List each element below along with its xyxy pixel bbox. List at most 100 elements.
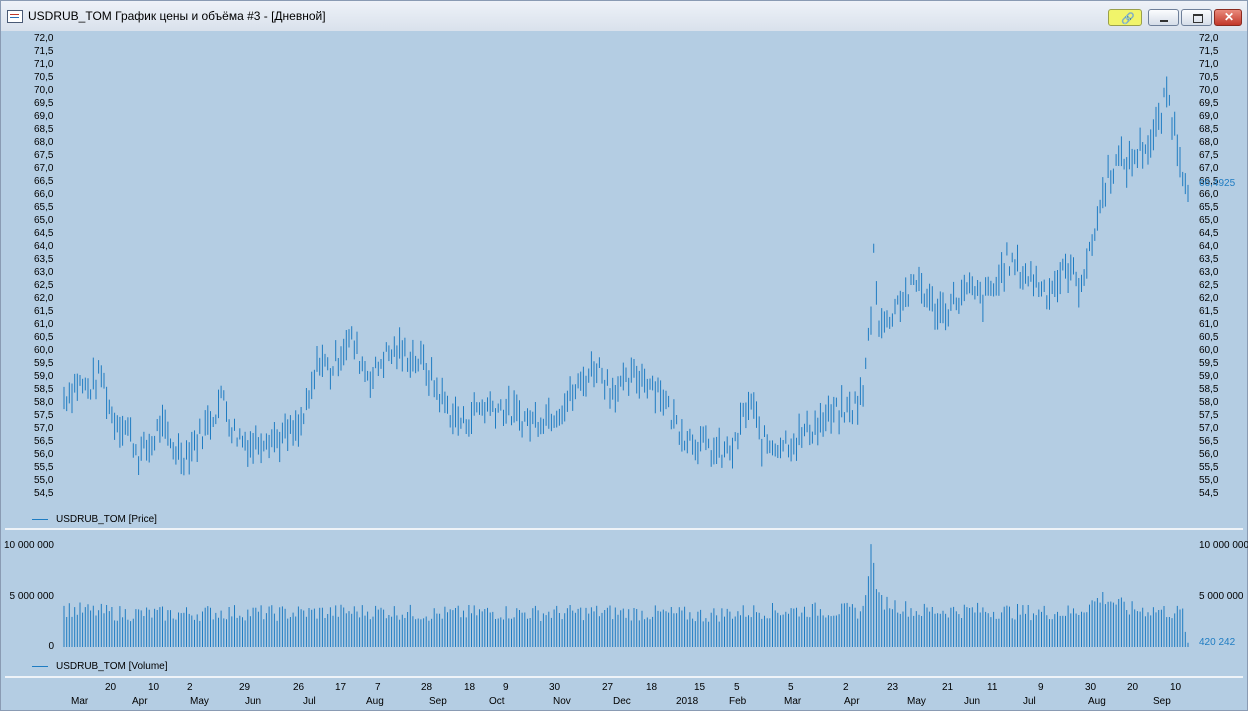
x-day-label: 15 xyxy=(694,682,706,693)
price-tick-label: 61,0 xyxy=(1199,319,1219,330)
price-tick-label: 72,0 xyxy=(1199,33,1219,44)
price-tick-label: 72,0 xyxy=(34,33,54,44)
volume-tick-label: 0 xyxy=(48,641,54,652)
price-tick-label: 61,5 xyxy=(1199,306,1219,317)
price-tick-label: 63,5 xyxy=(34,254,54,265)
x-day-label: 9 xyxy=(503,682,509,693)
price-tick-label: 62,5 xyxy=(34,280,54,291)
chart-window-icon xyxy=(7,10,23,23)
price-volume-chart[interactable] xyxy=(1,31,1247,710)
title-bar[interactable]: USDRUB_TOM График цены и объёма #3 - [Дн… xyxy=(1,1,1247,32)
price-tick-label: 68,5 xyxy=(1199,124,1219,135)
volume-legend-line xyxy=(32,665,48,667)
price-tick-label: 55,0 xyxy=(1199,475,1219,486)
x-month-label: May xyxy=(190,696,209,707)
price-tick-label: 66,5 xyxy=(1199,176,1219,187)
price-tick-label: 68,0 xyxy=(1199,137,1219,148)
x-month-label: Jun xyxy=(245,696,262,707)
x-month-label: Mar xyxy=(784,696,802,707)
x-day-label: 27 xyxy=(602,682,614,693)
price-tick-label: 69,0 xyxy=(1199,111,1219,122)
price-tick-label: 62,0 xyxy=(34,293,54,304)
volume-legend-label: USDRUB_TOM [Volume] xyxy=(56,661,168,672)
price-tick-label: 60,0 xyxy=(1199,345,1219,356)
price-tick-label: 66,5 xyxy=(34,176,54,187)
price-tick-label: 61,0 xyxy=(34,319,54,330)
price-tick-label: 63,5 xyxy=(1199,254,1219,265)
x-day-label: 17 xyxy=(335,682,347,693)
price-tick-label: 68,0 xyxy=(34,137,54,148)
x-month-label: Mar xyxy=(71,696,89,707)
x-month-label: Oct xyxy=(489,696,505,707)
x-day-label: 26 xyxy=(293,682,305,693)
price-tick-label: 57,5 xyxy=(1199,410,1219,421)
price-tick-label: 60,5 xyxy=(34,332,54,343)
price-tick-label: 58,0 xyxy=(34,397,54,408)
x-month-label: Feb xyxy=(729,696,747,707)
price-tick-label: 64,0 xyxy=(34,241,54,252)
x-month-label: May xyxy=(907,696,926,707)
price-legend: USDRUB_TOM [Price] xyxy=(32,514,157,525)
price-tick-label: 59,0 xyxy=(1199,371,1219,382)
x-day-label: 23 xyxy=(887,682,899,693)
price-tick-label: 71,5 xyxy=(1199,46,1219,57)
price-tick-label: 69,0 xyxy=(34,111,54,122)
x-month-label: Jul xyxy=(1023,696,1036,707)
x-day-label: 7 xyxy=(375,682,381,693)
x-day-label: 28 xyxy=(421,682,433,693)
x-day-label: 29 xyxy=(239,682,251,693)
x-day-label: 2 xyxy=(843,682,849,693)
close-icon: ✕ xyxy=(1224,10,1235,24)
price-tick-label: 65,5 xyxy=(34,202,54,213)
x-day-label: 9 xyxy=(1038,682,1044,693)
price-tick-label: 64,0 xyxy=(1199,241,1219,252)
x-day-label: 30 xyxy=(1085,682,1097,693)
x-month-label: 2018 xyxy=(676,696,699,707)
price-tick-label: 69,5 xyxy=(1199,98,1219,109)
price-tick-label: 64,5 xyxy=(34,228,54,239)
price-tick-label: 71,0 xyxy=(1199,59,1219,70)
price-tick-label: 66,0 xyxy=(34,189,54,200)
price-tick-label: 67,5 xyxy=(1199,150,1219,161)
close-button[interactable]: ✕ xyxy=(1214,9,1242,26)
minimize-button[interactable] xyxy=(1148,9,1179,26)
x-day-label: 18 xyxy=(464,682,476,693)
x-day-label: 10 xyxy=(148,682,160,693)
price-tick-label: 58,0 xyxy=(1199,397,1219,408)
volume-legend: USDRUB_TOM [Volume] xyxy=(32,661,168,672)
volume-tick-label: 5 000 000 xyxy=(9,590,55,602)
x-day-label: 2 xyxy=(187,682,193,693)
volume-tick-label: 5 000 000 xyxy=(1199,590,1244,602)
price-tick-label: 59,0 xyxy=(34,371,54,382)
panel-divider[interactable] xyxy=(5,528,1243,530)
volume-last-value: 420 242 xyxy=(1199,637,1236,648)
price-tick-label: 63,0 xyxy=(1199,267,1219,278)
price-tick-label: 55,5 xyxy=(1199,462,1219,473)
x-month-label: Apr xyxy=(132,696,148,707)
price-tick-label: 59,5 xyxy=(34,358,54,369)
price-tick-label: 70,0 xyxy=(1199,85,1219,96)
price-tick-label: 56,5 xyxy=(1199,436,1219,447)
x-month-label: Aug xyxy=(1088,696,1106,707)
x-month-label: Aug xyxy=(366,696,384,707)
x-day-label: 30 xyxy=(549,682,561,693)
link-icon: 🔗 xyxy=(1121,13,1135,25)
price-tick-label: 65,0 xyxy=(34,215,54,226)
maximize-button[interactable] xyxy=(1181,9,1212,26)
x-month-label: Dec xyxy=(613,696,631,707)
price-tick-label: 55,0 xyxy=(34,475,54,486)
plot-area[interactable]: 72,0 71,5 71,0 70,5 70,0 69,5 69,0 68,5 68,0 67,5… xyxy=(1,31,1248,710)
window-title: USDRUB_TOM График цены и объёма #3 - [Дн… xyxy=(28,9,326,23)
x-day-label: 21 xyxy=(942,682,954,693)
price-tick-label: 69,5 xyxy=(34,98,54,109)
link-button[interactable]: 🔗 xyxy=(1108,9,1142,26)
price-tick-label: 60,0 xyxy=(34,345,54,356)
x-day-label: 11 xyxy=(987,682,998,693)
price-tick-label: 58,5 xyxy=(1199,384,1219,395)
price-tick-label: 62,0 xyxy=(1199,293,1219,304)
x-day-label: 5 xyxy=(734,682,740,693)
price-tick-label: 59,5 xyxy=(1199,358,1219,369)
price-tick-label: 68,5 xyxy=(34,124,54,135)
x-month-label: Apr xyxy=(844,696,860,707)
